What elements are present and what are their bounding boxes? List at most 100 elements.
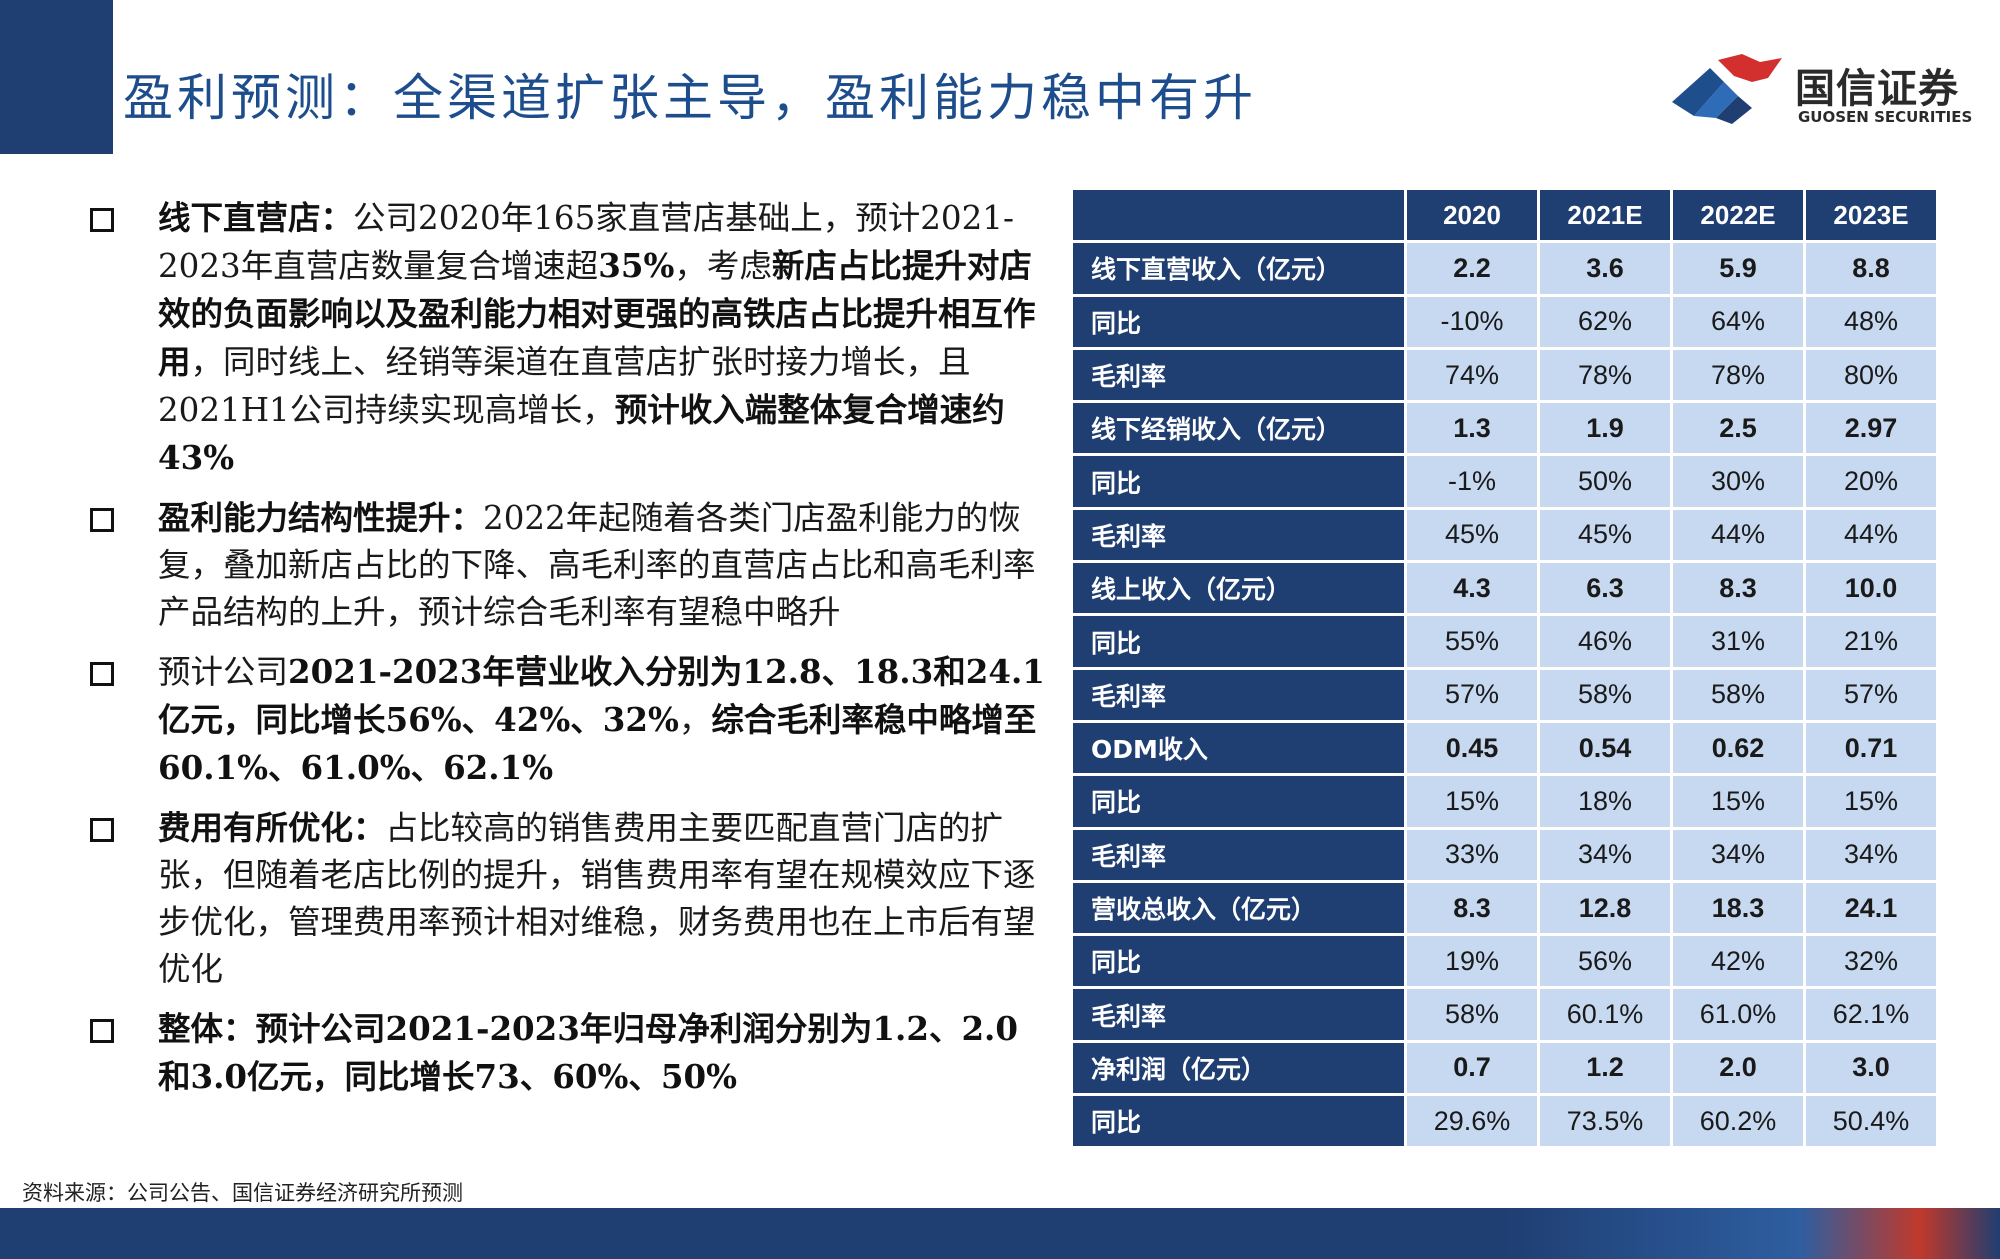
table-cell: 0.62 [1670,719,1806,777]
table-cell: 32% [1803,933,1939,990]
table-cell: 73.5% [1537,1093,1673,1150]
row-label: 同比 [1070,1093,1407,1150]
table-cell: 80% [1803,346,1939,404]
footer-bar [0,1208,2000,1259]
row-label: 毛利率 [1070,506,1407,564]
row-label: 毛利率 [1070,346,1407,404]
table-cell: 10.0 [1803,560,1939,617]
table-cell: 34% [1803,826,1939,883]
table-row: 毛利率 57% 58% 58% 57% [1070,666,1939,723]
table-cell: 6.3 [1537,560,1673,617]
square-bullet-icon [90,1019,114,1043]
source-note: 资料来源：公司公告、国信证券经济研究所预测 [22,1181,463,1205]
row-label: 同比 [1070,453,1407,510]
year-column-header: 2021E [1537,186,1673,244]
bold-text-segment: 线下直营店： [158,198,354,237]
square-bullet-icon [90,662,114,686]
text-segment: 预计公司 [158,653,289,691]
table-cell: 58% [1404,986,1540,1043]
table-cell: 58% [1670,666,1806,723]
table-cell: 1.2 [1537,1039,1673,1097]
table-cell: 8.3 [1670,560,1806,617]
year-column-header: 2023E [1803,186,1939,244]
table-cell: 0.71 [1803,719,1939,777]
table-cell: 2.5 [1670,400,1806,457]
row-label: 线下直营收入（亿元） [1070,240,1407,297]
table-cell: 45% [1537,506,1673,564]
table-cell: 78% [1670,346,1806,404]
table-cell: 58% [1537,666,1673,723]
table-cell: 62% [1537,293,1673,350]
table-cell: 15% [1803,773,1939,830]
table-cell: 12.8 [1537,879,1673,937]
table-cell: 20% [1803,453,1939,510]
table-row: 线上收入（亿元） 4.3 6.3 8.3 10.0 [1070,560,1939,617]
text-segment: 2022年起随着各类门店盈利能力的恢复，叠加新店占比的下降、高毛利率的直营店占比… [158,499,1036,631]
bullet-text: 费用有所优化：占比较高的销售费用主要匹配直营门店的扩张，但随着老店比例的提升，销… [158,804,1048,993]
table-cell: 18.3 [1670,879,1806,937]
table-row: 同比 55% 46% 31% 21% [1070,613,1939,670]
bold-text-segment: 35% [598,246,675,285]
table-cell: 50% [1537,453,1673,510]
table-row: 同比 29.6% 73.5% 60.2% 50.4% [1070,1093,1939,1150]
bold-text-segment: 费用有所优化： [158,808,386,847]
table-cell: 44% [1803,506,1939,564]
table-cell: 57% [1404,666,1540,723]
row-label: 同比 [1070,933,1407,990]
table-cell: 48% [1803,293,1939,350]
table-cell: 3.6 [1537,240,1673,297]
table-cell: 2.97 [1803,400,1939,457]
table-row: 线下经销收入（亿元） 1.3 1.9 2.5 2.97 [1070,400,1939,457]
table-cell: 78% [1537,346,1673,404]
bullet-text: 盈利能力结构性提升：2022年起随着各类门店盈利能力的恢复，叠加新店占比的下降、… [158,494,1048,636]
table-cell: 21% [1803,613,1939,670]
table-cell: 29.6% [1404,1093,1540,1150]
table-cell: 3.0 [1803,1039,1939,1097]
bullet-item: 整体：预计公司2021-2023年归母净利润分别为1.2、2.0和3.0亿元，同… [90,1005,1050,1101]
table-row: 净利润（亿元） 0.7 1.2 2.0 3.0 [1070,1039,1939,1097]
table-cell: 0.54 [1537,719,1673,777]
table-cell: 34% [1537,826,1673,883]
row-label: ODM收入 [1070,719,1407,777]
table-cell: 2.2 [1404,240,1540,297]
table-cell: 62.1% [1803,986,1939,1043]
text-segment: ，同时线上、经销等渠道在直营店扩张时接力增长，且2021H1公司持续实现高增长， [158,343,971,429]
square-bullet-icon [90,818,114,842]
bold-text-segment: 整体：预计公司2021-2023年归母净利润分别为1.2、2.0和3.0亿元，同… [158,1009,1018,1096]
row-label: 毛利率 [1070,666,1407,723]
bold-text-segment: 综合毛利率稳中略增至60.1%、61.0%、62.1% [158,700,1037,787]
table-cell: 61.0% [1670,986,1806,1043]
table-cell: 4.3 [1404,560,1540,617]
table-header-row: 2020 2021E 2022E 2023E [1070,186,1939,244]
square-bullet-icon [90,508,114,532]
table-cell: 8.8 [1803,240,1939,297]
guosen-logo-icon [1672,54,1782,124]
bullet-text: 线下直营店：公司2020年165家直营店基础上，预计2021-2023年直营店数… [158,194,1048,482]
profit-forecast-table: 2020 2021E 2022E 2023E 线下直营收入（亿元） 2.2 3.6 5.9 8… [1070,186,1939,1150]
text-segment: ，考虑 [674,247,772,285]
table-row: 同比 19% 56% 42% 32% [1070,933,1939,990]
bullet-item: 线下直营店：公司2020年165家直营店基础上，预计2021-2023年直营店数… [90,194,1050,482]
row-label: 净利润（亿元） [1070,1039,1407,1097]
table-cell: 5.9 [1670,240,1806,297]
table-cell: 15% [1670,773,1806,830]
table-cell: 19% [1404,933,1540,990]
table-row: 毛利率 74% 78% 78% 80% [1070,346,1939,404]
table-row: 同比 -10% 62% 64% 48% [1070,293,1939,350]
table-row: 线下直营收入（亿元） 2.2 3.6 5.9 8.8 [1070,240,1939,297]
table-cell: 46% [1537,613,1673,670]
bullet-list: 线下直营店：公司2020年165家直营店基础上，预计2021-2023年直营店数… [90,194,1050,1113]
table-cell: 0.45 [1404,719,1540,777]
table-cell: -1% [1404,453,1540,510]
table-row: ODM收入 0.45 0.54 0.62 0.71 [1070,719,1939,777]
table-row: 毛利率 45% 45% 44% 44% [1070,506,1939,564]
table-row: 同比 -1% 50% 30% 20% [1070,453,1939,510]
table-row: 毛利率 33% 34% 34% 34% [1070,826,1939,883]
table-cell: 18% [1537,773,1673,830]
row-label: 营收总收入（亿元） [1070,879,1407,937]
row-label: 毛利率 [1070,986,1407,1043]
table-cell: 64% [1670,293,1806,350]
row-label: 线下经销收入（亿元） [1070,400,1407,457]
table-cell: 44% [1670,506,1806,564]
corner-accent-block [0,0,113,154]
